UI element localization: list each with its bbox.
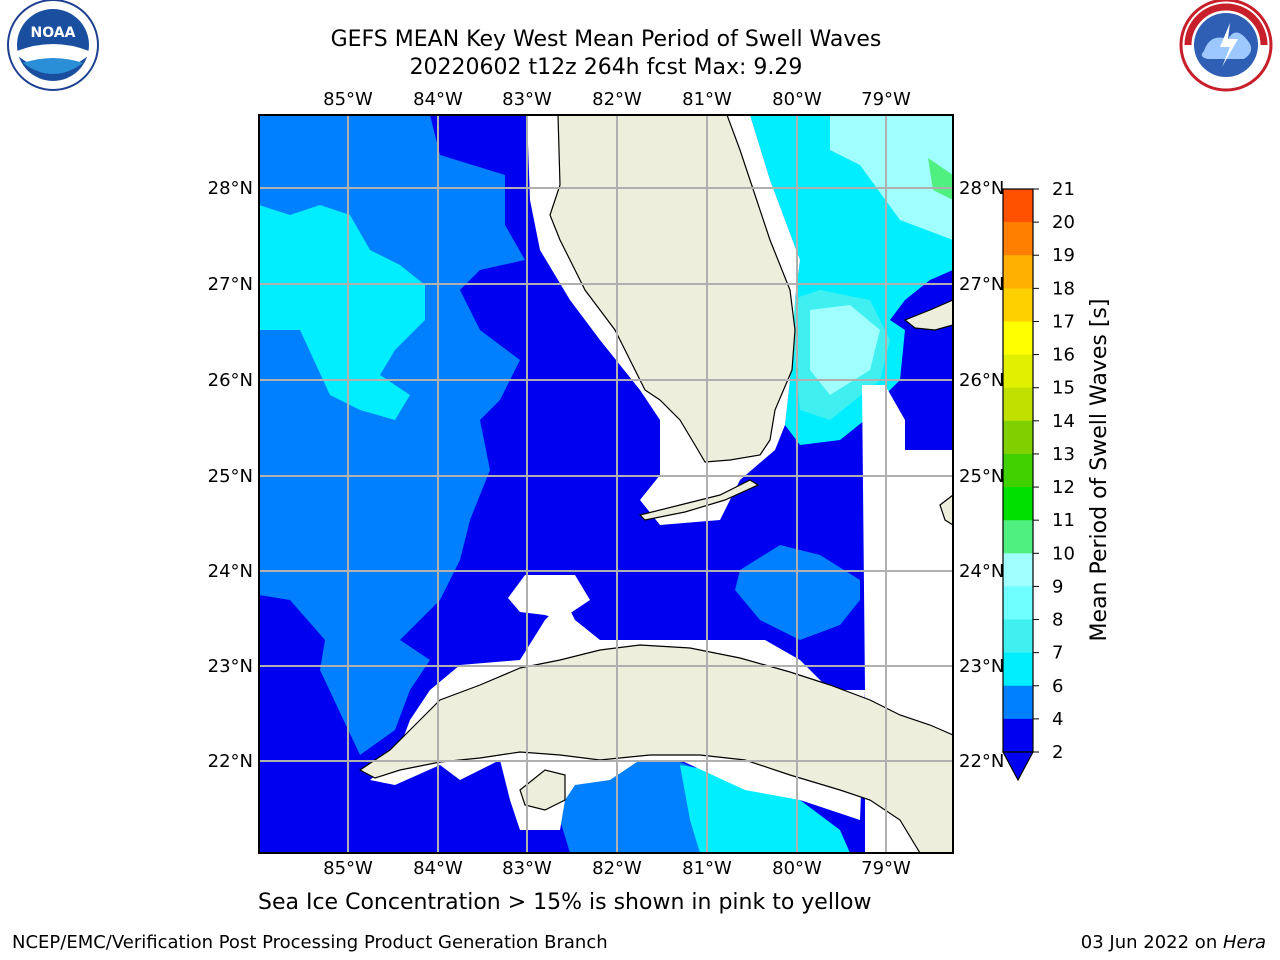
lat-label: 23°N	[959, 656, 1004, 677]
colorbar-tick-label: 7	[1052, 643, 1063, 664]
footer-date-text: 03 Jun 2022 on	[1080, 932, 1223, 953]
land	[358, 114, 954, 854]
lat-label: 25°N	[959, 466, 1004, 487]
colorbar-tick-label: 4	[1052, 709, 1063, 730]
colorbar-segment	[1003, 387, 1033, 422]
colorbar: 2 4 6 7 8 9 10 11 12 13 14 15 16 17 18 19 20 21	[1001, 179, 1075, 782]
lat-label: 24°N	[208, 561, 253, 582]
colorbar-tick-label: 18	[1052, 278, 1075, 299]
colorbar-segment	[1003, 354, 1033, 389]
lat-label: 22°N	[959, 751, 1004, 772]
contour-band-4-6-west	[259, 205, 425, 420]
land-florida	[549, 114, 796, 463]
lon-label: 81°W	[682, 858, 732, 879]
colorbar-segment	[1003, 420, 1033, 455]
sea-ice-note: Sea Ice Concentration > 15% is shown in …	[258, 890, 872, 915]
noaa-logo-text: NOAA	[31, 25, 76, 41]
lon-label: 80°W	[772, 89, 822, 110]
lat-labels-right: 28°N 27°N 26°N 25°N 24°N 23°N 22°N	[959, 178, 1004, 772]
footer-branch: NCEP/EMC/Verification Post Processing Pr…	[12, 932, 608, 953]
lon-label: 85°W	[323, 858, 373, 879]
lat-label: 26°N	[208, 370, 253, 391]
land-isla-juventud	[519, 769, 566, 811]
colorbar-segment	[1003, 685, 1033, 720]
lon-label: 83°W	[502, 858, 552, 879]
lon-label: 84°W	[413, 858, 463, 879]
lat-label: 26°N	[959, 370, 1004, 391]
colorbar-segment	[1003, 487, 1033, 521]
lon-labels-bottom: 85°W 84°W 83°W 82°W 81°W 80°W 79°W	[323, 858, 911, 879]
colorbar-segment	[1003, 222, 1033, 256]
lon-label: 83°W	[502, 89, 552, 110]
colorbar-extend-arrow	[1001, 751, 1035, 782]
colorbar-tick-label: 16	[1052, 345, 1075, 366]
lon-label: 82°W	[592, 858, 642, 879]
map-frame	[258, 114, 954, 854]
lon-labels-top: 85°W 84°W 83°W 82°W 81°W 80°W 79°W	[323, 89, 911, 110]
colorbar-segment	[1003, 520, 1033, 554]
colorbar-tick-label: 10	[1052, 543, 1075, 564]
lon-label: 79°W	[861, 89, 911, 110]
lon-label: 79°W	[861, 858, 911, 879]
colorbar-tick-label: 20	[1052, 212, 1075, 233]
footer-date: 03 Jun 2022 on Hera	[1081, 932, 1266, 953]
chart-subtitle-run: 20220602 t12z 264h fcst Max: 9.29	[409, 55, 803, 80]
colorbar-label: Mean Period of Swell Waves [s]	[1087, 299, 1112, 642]
lat-label: 24°N	[959, 561, 1004, 582]
noaa-logo: NOAA	[7, 0, 99, 91]
lat-label: 28°N	[959, 178, 1004, 199]
colorbar-segment	[1003, 586, 1033, 621]
lon-label: 85°W	[323, 89, 373, 110]
contour-band-7-8	[830, 115, 953, 240]
colorbar-segment	[1003, 652, 1033, 687]
colorbar-tick-label: 14	[1052, 411, 1075, 432]
lon-label: 81°W	[682, 89, 732, 110]
footer-host: Hera	[1222, 932, 1266, 953]
lon-label: 80°W	[772, 858, 822, 879]
lat-label: 23°N	[208, 656, 253, 677]
contour-band-4-6-south	[680, 765, 850, 853]
colorbar-tick-label: 12	[1052, 477, 1075, 498]
lat-label: 28°N	[208, 178, 253, 199]
land-keys	[638, 479, 760, 521]
colorbar-tick-label: 13	[1052, 444, 1075, 465]
colorbar-tick-label: 8	[1052, 610, 1063, 631]
colorbar-segment	[1003, 619, 1033, 654]
colorbar-segment	[1003, 718, 1033, 753]
lat-label: 27°N	[208, 274, 253, 295]
colorbar-tick-label: 9	[1052, 576, 1063, 597]
colorbar-tick-label: 6	[1052, 676, 1063, 697]
contour-band-7-8-inner	[810, 305, 880, 395]
colorbar-tick-label: 21	[1052, 179, 1075, 200]
contour-band-8-9	[928, 158, 953, 200]
colorbar-tick-label: 19	[1052, 245, 1075, 266]
gridlines	[259, 115, 953, 853]
colorbar-segment	[1003, 189, 1033, 223]
lon-label: 82°W	[592, 89, 642, 110]
colorbar-tick-label: 11	[1052, 510, 1075, 531]
colorbar-segment	[1003, 321, 1033, 356]
chart-title: GEFS MEAN Key West Mean Period of Swell …	[330, 27, 882, 52]
colorbar-segment	[1003, 453, 1033, 488]
colorbar-tick-label: 2	[1052, 742, 1063, 763]
lon-label: 84°W	[413, 89, 463, 110]
lat-labels-left: 28°N 27°N 26°N 25°N 24°N 23°N 22°N	[208, 178, 253, 772]
colorbar-segment	[1003, 255, 1033, 289]
colorbar-segment	[1003, 288, 1033, 322]
colorbar-segment	[1003, 553, 1033, 587]
lat-label: 27°N	[959, 274, 1004, 295]
colorbar-tick-label: 17	[1052, 311, 1075, 332]
lat-label: 25°N	[208, 466, 253, 487]
lat-label: 22°N	[208, 751, 253, 772]
nws-logo	[1179, 0, 1273, 92]
colorbar-tick-label: 15	[1052, 378, 1075, 399]
